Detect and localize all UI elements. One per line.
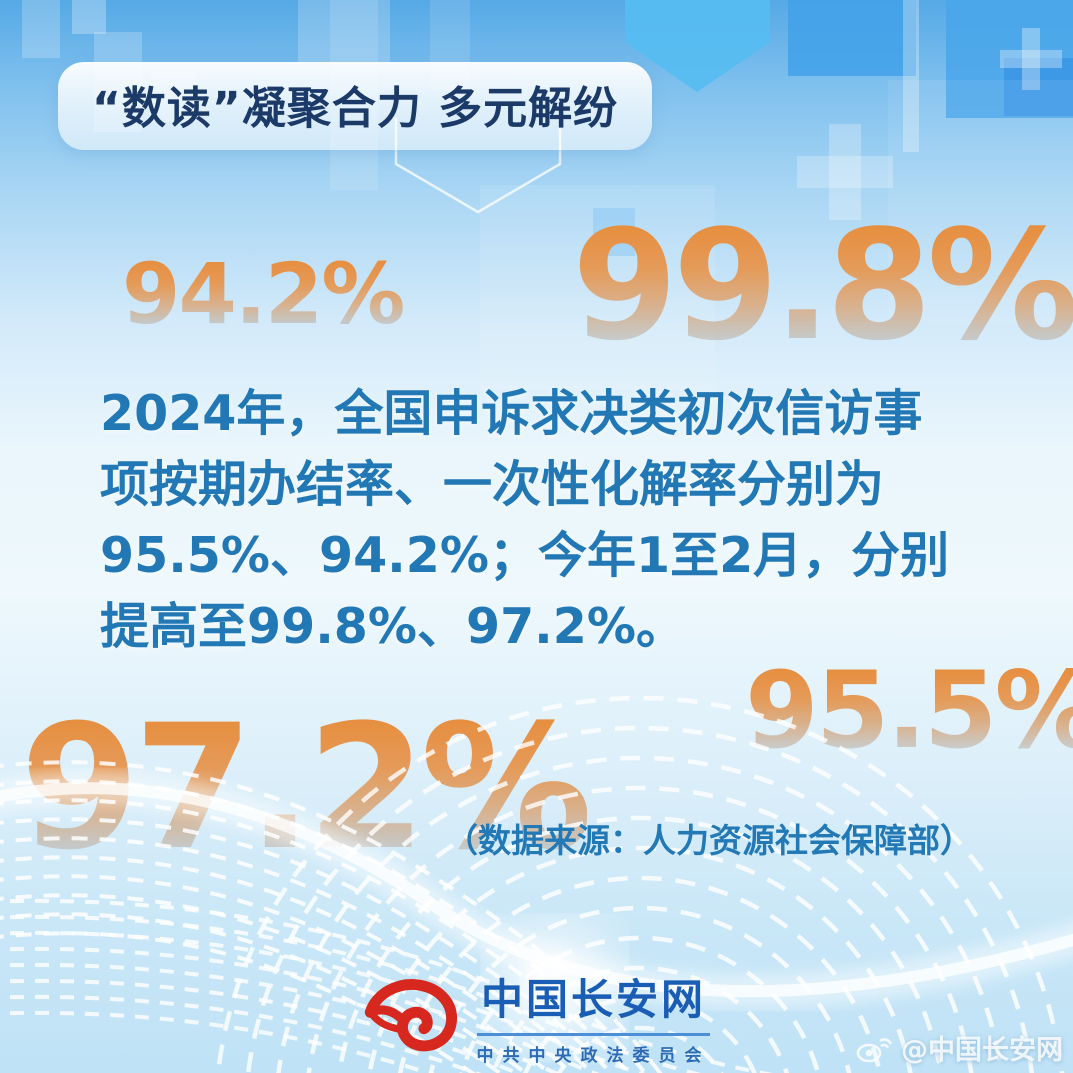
stat-94-2-percent: 94.2% [122,245,405,343]
watermark-text: @中国长安网 [901,1035,1063,1066]
page-title: “数读”凝聚合力 多元解纷 [92,83,619,134]
data-source-note: （数据来源：人力资源社会保障部） [445,821,973,860]
paragraph-line: 提高至99.8%、97.2%。 [100,598,685,655]
weibo-watermark: @中国长安网 [856,1028,1063,1067]
plus-icon [1000,28,1062,90]
statistics-paragraph: 2024年，全国申诉求决类初次信访事 项按期办结率、一次性化解率分别为 95.5… [100,378,949,662]
stat-95-5-percent: 95.5% [745,658,1073,764]
footer-site-subtitle: 中共中央政法委员会 [476,1046,711,1066]
title-badge: “数读”凝聚合力 多元解纷 [58,62,653,150]
paragraph-line: 项按期办结率、一次性化解率分别为 [100,456,885,513]
paragraph-line: 95.5%、94.2%；今年1至2月，分别 [100,527,950,584]
stat-99-8-percent: 99.8% [572,197,1073,374]
changan-phoenix-logo-icon [364,979,457,1052]
weibo-icon [856,1037,893,1062]
footer-site-name: 中国长安网 [476,966,710,1036]
paragraph-line: 2024年，全国申诉求决类初次信访事 [100,385,923,442]
